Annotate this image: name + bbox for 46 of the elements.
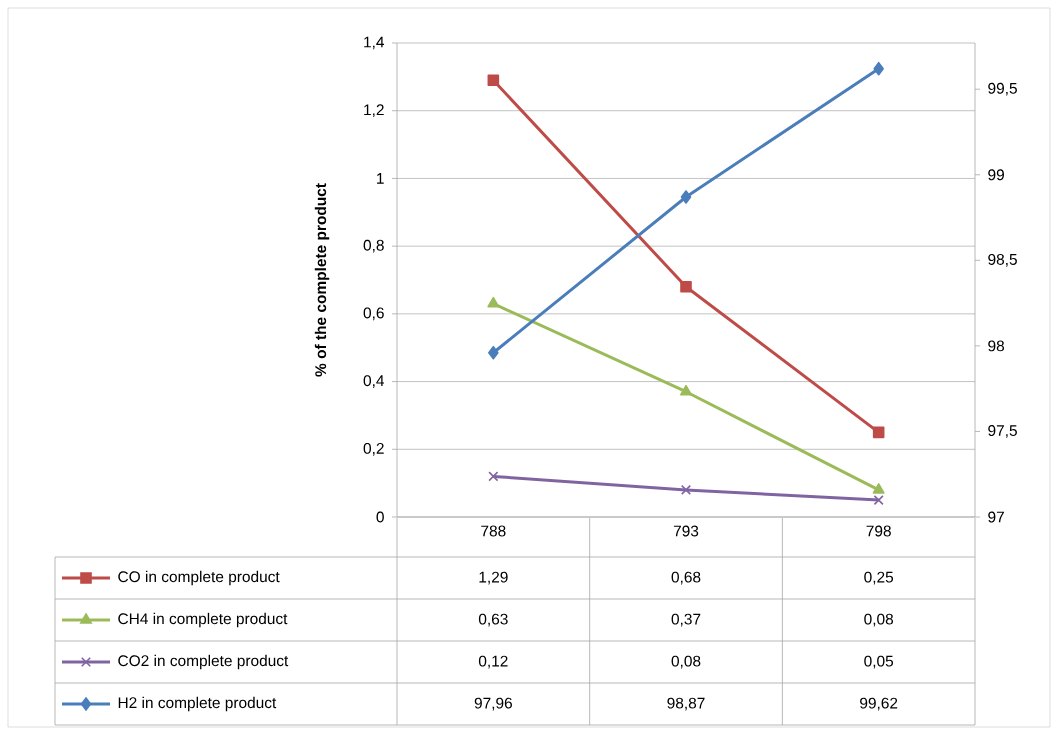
- x-tick-label: 793: [673, 525, 699, 537]
- point: [487, 296, 500, 308]
- point: [873, 61, 884, 76]
- y2-tick-label: 97: [988, 511, 1004, 523]
- y-tick-label: 0,6: [363, 307, 384, 321]
- y-tick-label: 1,4: [364, 36, 385, 50]
- point: [872, 483, 885, 494]
- y-tick-label: 0,8: [363, 239, 384, 253]
- y-tick-label: 0: [376, 511, 384, 523]
- data-label: 0,25: [864, 571, 894, 585]
- legend-label: CH4 in complete product: [118, 612, 288, 628]
- legend-label: CO2 in complete product: [118, 654, 289, 670]
- point: [680, 484, 692, 495]
- y2-tick-label: 98: [988, 340, 1005, 352]
- point: [680, 190, 692, 204]
- data-label: 98,87: [667, 697, 705, 711]
- x-tick-label: 788: [481, 525, 506, 537]
- point: [487, 74, 500, 87]
- legend-label: CO in complete product: [118, 570, 280, 586]
- y-tick-label: 1,2: [364, 104, 384, 118]
- point: [873, 495, 884, 506]
- data-label: 97,96: [474, 697, 512, 711]
- point: [680, 280, 692, 293]
- y2-tick-label: 99: [988, 169, 1004, 181]
- data-label: 0,08: [671, 655, 701, 669]
- point: [872, 426, 885, 439]
- data-label: 0,68: [671, 571, 701, 585]
- data-label: 0,37: [671, 613, 701, 627]
- y2-tick-label: 98,5: [988, 253, 1017, 267]
- data-label: 1,29: [479, 571, 508, 585]
- legend-label: H2 in complete product: [118, 696, 277, 712]
- x-tick-label: 798: [866, 525, 891, 537]
- y-tick-label: 0,4: [363, 375, 385, 388]
- y2-tick-label: 99,5: [988, 82, 1017, 96]
- y2-tick-label: 97,5: [988, 425, 1017, 438]
- data-label: 99,62: [860, 697, 898, 711]
- data-label: 0,08: [864, 613, 894, 627]
- data-label: 0,63: [478, 613, 508, 627]
- y-axis-title: % of the complete product: [314, 183, 330, 377]
- point: [488, 471, 499, 482]
- point: [488, 345, 499, 360]
- point: [680, 384, 692, 396]
- data-label: 0,05: [864, 655, 894, 669]
- data-label: 0,12: [478, 655, 508, 669]
- y-tick-label: 1: [377, 173, 384, 184]
- y-tick-label: 0,2: [363, 442, 384, 456]
